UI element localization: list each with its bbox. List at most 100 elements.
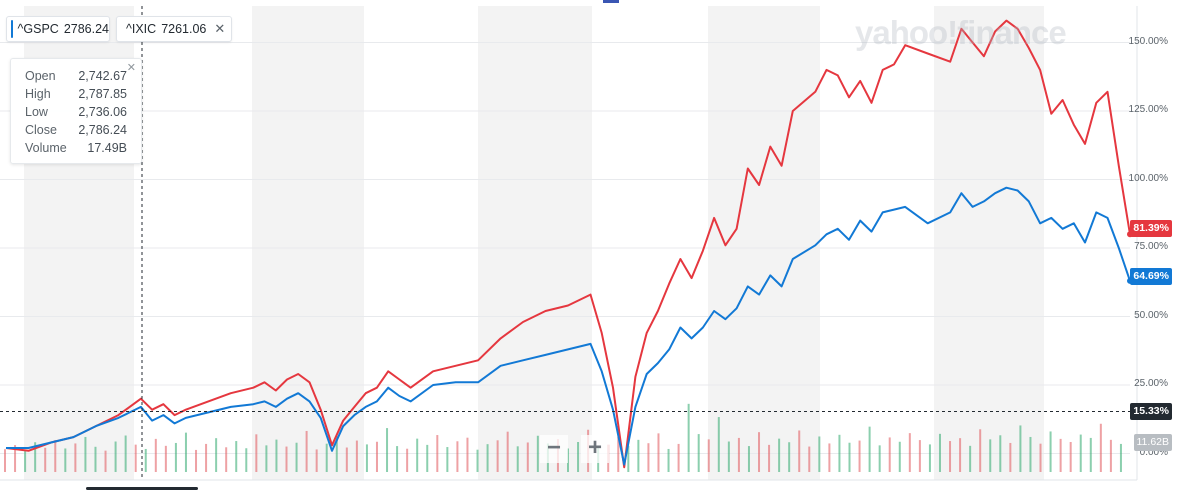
gspc-last-value-tag: 64.69%	[1130, 268, 1172, 285]
ohlc-label: Close	[25, 123, 57, 137]
volume-bar	[64, 448, 67, 472]
volume-bar	[647, 443, 650, 472]
volume-value-tag: 11.62B	[1133, 434, 1172, 451]
volume-bar	[235, 441, 238, 472]
close-icon[interactable]: ✕	[126, 62, 136, 74]
volume-bar	[938, 433, 941, 472]
volume-bar	[84, 436, 87, 472]
ticker-value: 2786.24	[63, 22, 109, 36]
volume-bar	[697, 434, 700, 472]
range-selector-marker[interactable]	[603, 0, 619, 3]
zoom-in-button[interactable]: +	[581, 435, 609, 463]
ohlc-row-close: Close 2,786.24	[25, 123, 127, 141]
volume-bar	[195, 449, 198, 472]
volume-bar	[526, 442, 529, 472]
volume-bar	[657, 433, 660, 472]
volume-bar	[999, 435, 1002, 472]
volume-bar	[577, 442, 580, 472]
volume-bar	[174, 442, 177, 472]
volume-bar	[164, 445, 167, 472]
volume-bar	[768, 444, 771, 472]
remove-comparison-close-icon[interactable]: ✕	[214, 21, 226, 36]
volume-bar	[4, 449, 6, 472]
volume-bar	[898, 441, 901, 472]
volume-bar	[778, 438, 781, 472]
volume-bar	[818, 436, 821, 472]
volume-bar	[466, 437, 469, 472]
y-tick-label: 25.00%	[1134, 378, 1168, 389]
volume-bar	[1029, 436, 1032, 472]
volume-bar	[406, 448, 409, 472]
volume-bar	[1019, 425, 1022, 472]
volume-bar	[14, 445, 17, 472]
volume-bar	[305, 430, 308, 472]
ohlc-value: 2,787.85	[78, 87, 127, 101]
volume-bar	[737, 437, 740, 472]
volume-bar	[1069, 442, 1072, 472]
volume-bar	[808, 446, 811, 472]
volume-bar	[345, 447, 348, 472]
ohlc-row-volume: Volume 17.49B	[25, 141, 127, 159]
ohlc-value: 2,736.06	[78, 105, 127, 119]
volume-bar	[617, 436, 620, 472]
volume-bar	[667, 448, 670, 472]
time-band	[252, 6, 364, 480]
volume-bar	[335, 436, 338, 472]
ticker-chip-gspc[interactable]: ^GSPC 2786.24	[6, 16, 110, 42]
volume-bar	[74, 443, 77, 472]
volume-bar	[908, 433, 911, 472]
ohlc-label: Open	[25, 69, 56, 83]
volume-bar	[285, 446, 288, 472]
volume-bar	[1079, 434, 1082, 472]
volume-bar	[1059, 438, 1062, 472]
zoom-out-button[interactable]: −	[540, 435, 568, 463]
series-line-gspc	[6, 186, 1131, 466]
y-tick-label: 0.00%	[1139, 447, 1168, 458]
volume-bar	[928, 444, 931, 472]
volume-bar	[426, 444, 429, 472]
ohlc-row-low: Low 2,736.06	[25, 105, 127, 123]
volume-bar	[245, 448, 248, 472]
volume-bar	[134, 444, 137, 472]
y-tick-label: 125.00%	[1128, 104, 1168, 115]
y-tick-label: 100.00%	[1128, 173, 1168, 184]
volume-bar	[1039, 443, 1042, 472]
range-scrollbar-thumb[interactable]	[86, 487, 198, 490]
volume-bar	[1009, 442, 1012, 472]
volume-bar	[717, 417, 720, 472]
time-band	[478, 6, 592, 480]
volume-bar	[798, 430, 801, 472]
volume-bar	[1099, 423, 1102, 472]
volume-bar	[627, 445, 630, 472]
volume-bar	[315, 449, 318, 472]
volume-bar	[567, 448, 569, 472]
ohlc-label: High	[25, 87, 51, 101]
volume-bar	[476, 449, 479, 472]
volume-bar	[104, 450, 107, 472]
series-color-swatch	[11, 20, 13, 38]
volume-bar	[959, 438, 962, 472]
volume-bar	[34, 442, 37, 472]
volume-bar	[868, 426, 871, 472]
y-tick-label: 150.00%	[1128, 36, 1168, 47]
volume-bar	[1109, 439, 1112, 472]
volume-bar	[416, 438, 419, 472]
ohlc-label: Low	[25, 105, 48, 119]
ticker-symbol: ^GSPC	[17, 22, 59, 36]
volume-bar	[838, 434, 841, 472]
volume-bar	[486, 444, 489, 472]
volume-bar	[225, 447, 228, 472]
y-tick-label: 75.00%	[1134, 241, 1168, 252]
volume-bar	[747, 446, 750, 472]
volume-bar	[848, 442, 851, 472]
ticker-value: 7261.06	[161, 22, 207, 36]
volume-bar	[205, 443, 208, 472]
volume-bar	[215, 438, 218, 472]
volume-bar	[325, 443, 328, 472]
volume-bar	[496, 440, 499, 472]
ticker-chip-ixic[interactable]: ^IXIC 7261.06 ✕	[116, 16, 232, 42]
volume-bar	[888, 437, 891, 472]
volume-bar	[295, 442, 298, 472]
volume-bar	[365, 444, 368, 472]
volume-bar	[727, 441, 730, 472]
